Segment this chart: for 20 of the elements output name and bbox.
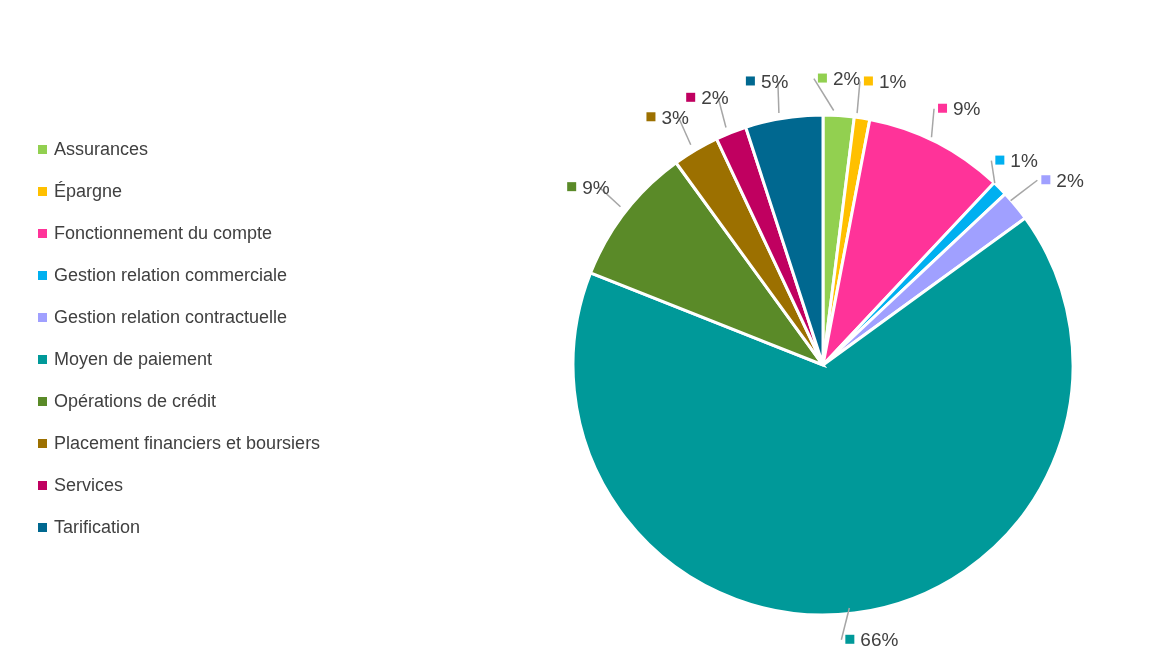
data-label: 2%: [1056, 169, 1084, 191]
legend-label: Moyen de paiement: [54, 348, 213, 370]
data-label: 3%: [661, 106, 690, 128]
data-label: 2%: [832, 68, 861, 90]
legend-label: Tarification: [54, 516, 141, 538]
legend-label: Gestion relation commerciale: [54, 264, 288, 286]
data-label: 2%: [701, 87, 729, 109]
legend-label: Opérations de crédit: [54, 390, 217, 412]
data-label: 9%: [582, 176, 610, 198]
data-label: 9%: [953, 98, 981, 120]
data-label: 66%: [860, 629, 899, 651]
legend-label: Assurances: [54, 138, 149, 160]
legend-label: Épargne: [54, 180, 123, 202]
data-label: 1%: [1010, 150, 1038, 172]
legend-label: Services: [54, 474, 124, 496]
legend-label: Placement financiers et boursiers: [54, 432, 321, 454]
legend-label: Gestion relation contractuelle: [54, 306, 288, 328]
data-label: 1%: [878, 70, 907, 92]
legend-label: Fonctionnement du compte: [54, 222, 273, 244]
data-label: 5%: [760, 70, 789, 92]
